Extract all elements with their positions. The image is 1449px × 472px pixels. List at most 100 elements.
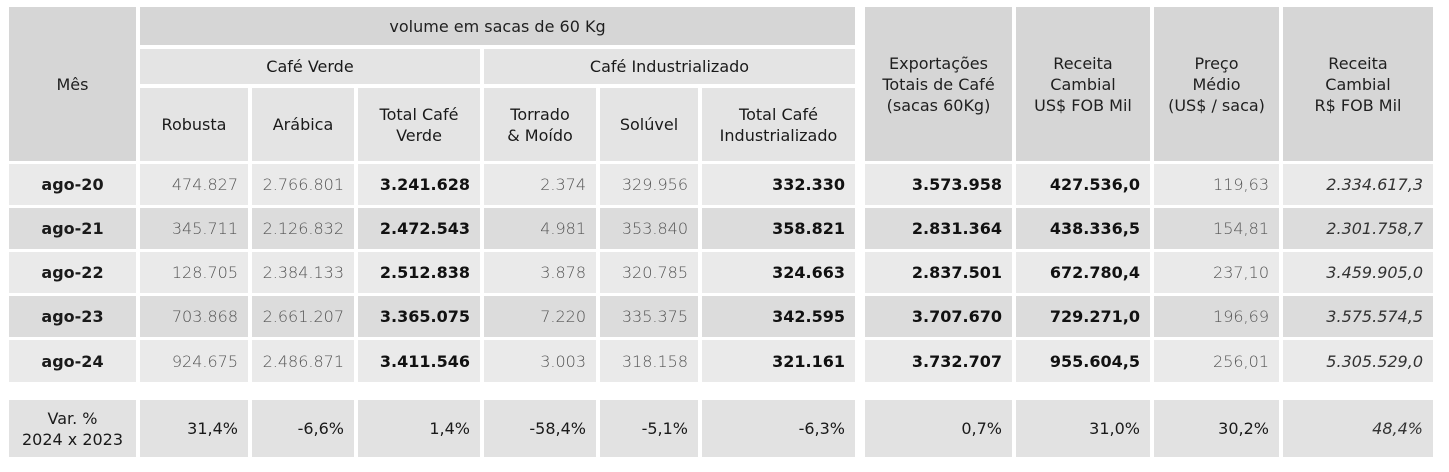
- value-total-ind: 342.595: [772, 307, 845, 326]
- value-receita-usd: 729.271,0: [1049, 307, 1140, 326]
- header-cafe-industrializado-label: Café Industrializado: [589, 57, 750, 76]
- header-cafe-verde: Café Verde: [140, 49, 480, 84]
- header-receita-usd-line3: US$ FOB Mil: [1034, 95, 1132, 115]
- header-receita-brl-line3: R$ FOB Mil: [1314, 95, 1402, 115]
- header-arabica-label: Arábica: [272, 115, 334, 134]
- header-preco-line1: Preço: [1194, 53, 1239, 73]
- value-total-verde: 2.512.838: [379, 263, 470, 282]
- cell-export: 3.573.958: [865, 164, 1012, 205]
- value-robusta: 924.675: [171, 351, 238, 371]
- value-torrado: 3.003: [540, 351, 586, 371]
- header-volume-label: volume em sacas de 60 Kg: [389, 16, 606, 36]
- cell-robusta: 474.827: [140, 164, 248, 205]
- header-volume: volume em sacas de 60 Kg: [140, 7, 855, 45]
- cell-total-verde: 3.365.075: [358, 296, 480, 337]
- header-exportacoes-line1: Exportações: [889, 53, 988, 73]
- cell-soluvel: 353.840: [600, 208, 698, 249]
- header-total-verde: Total Café Verde: [358, 88, 480, 161]
- cell-preco: 196,69: [1154, 296, 1279, 337]
- value-export: 3.732.707: [911, 351, 1002, 371]
- value-receita-usd: 438.336,5: [1049, 219, 1140, 238]
- value-total-ind: 321.161: [772, 351, 845, 371]
- value-preco: 256,01: [1213, 351, 1269, 371]
- cell-total-ind: 321.161: [702, 340, 855, 382]
- row-month-label: ago-22: [41, 263, 104, 282]
- cell-robusta: 703.868: [140, 296, 248, 337]
- value-var-arabica: -6,6%: [297, 419, 344, 438]
- header-receita-usd: Receita Cambial US$ FOB Mil: [1016, 7, 1150, 161]
- cell-total-ind: 324.663: [702, 252, 855, 293]
- value-torrado: 3.878: [540, 263, 586, 282]
- variation-label-line1: Var. %: [47, 408, 98, 428]
- cell-receita-brl: 3.459.905,0: [1283, 252, 1433, 293]
- header-preco: Preço Médio (US$ / saca): [1154, 7, 1279, 161]
- value-var-receita-brl: 48,4%: [1372, 419, 1423, 438]
- value-total-ind: 358.821: [772, 219, 845, 238]
- header-soluvel-label: Solúvel: [619, 115, 679, 134]
- value-var-torrado: -58,4%: [529, 419, 586, 438]
- value-robusta: 128.705: [171, 263, 238, 282]
- value-export: 2.837.501: [911, 263, 1002, 282]
- header-total-verde-line1: Total Café: [379, 104, 459, 124]
- value-var-preco: 30,2%: [1218, 419, 1269, 438]
- variation-label-line2: 2024 x 2023: [21, 429, 124, 449]
- value-receita-usd: 672.780,4: [1049, 263, 1140, 282]
- variation-label: Var. % 2024 x 2023: [9, 400, 136, 457]
- value-torrado: 2.374: [540, 175, 586, 194]
- value-soluvel: 335.375: [621, 307, 688, 326]
- value-export: 2.831.364: [911, 219, 1002, 238]
- cell-receita-brl: 3.575.574,5: [1283, 296, 1433, 337]
- table-row-month: ago-20: [9, 164, 136, 205]
- table-row-month: ago-21: [9, 208, 136, 249]
- row-month-label: ago-23: [41, 307, 104, 326]
- value-arabica: 2.486.871: [262, 351, 344, 371]
- cell-preco: 119,63: [1154, 164, 1279, 205]
- header-total-ind: Total Café Industrializado: [702, 88, 855, 161]
- cell-total-verde: 3.411.546: [358, 340, 480, 382]
- value-var-soluvel: -5,1%: [641, 419, 688, 438]
- value-var-export: 0,7%: [961, 419, 1002, 438]
- cell-receita-usd: 427.536,0: [1016, 164, 1150, 205]
- variation-arabica: -6,6%: [252, 400, 354, 457]
- value-total-ind: 324.663: [772, 263, 845, 282]
- cell-arabica: 2.126.832: [252, 208, 354, 249]
- cell-export: 3.707.670: [865, 296, 1012, 337]
- cell-total-verde: 2.472.543: [358, 208, 480, 249]
- header-torrado: Torrado & Moído: [484, 88, 596, 161]
- table-row-month: ago-23: [9, 296, 136, 337]
- cell-receita-usd: 672.780,4: [1016, 252, 1150, 293]
- cell-robusta: 345.711: [140, 208, 248, 249]
- header-torrado-line2: & Moído: [507, 125, 573, 145]
- value-total-verde: 2.472.543: [379, 219, 470, 238]
- cell-receita-usd: 438.336,5: [1016, 208, 1150, 249]
- cell-receita-brl: 2.301.758,7: [1283, 208, 1433, 249]
- value-preco: 154,81: [1213, 219, 1269, 238]
- cell-soluvel: 318.158: [600, 340, 698, 382]
- cell-arabica: 2.384.133: [252, 252, 354, 293]
- value-arabica: 2.126.832: [262, 219, 344, 238]
- value-soluvel: 318.158: [621, 351, 688, 371]
- value-var-receita-usd: 31,0%: [1089, 419, 1140, 438]
- cell-robusta: 924.675: [140, 340, 248, 382]
- cell-export: 2.837.501: [865, 252, 1012, 293]
- value-soluvel: 353.840: [621, 219, 688, 238]
- value-var-total-ind: -6,3%: [798, 419, 845, 438]
- header-preco-line3: (US$ / saca): [1168, 95, 1265, 115]
- row-month-label: ago-20: [41, 175, 104, 194]
- header-exportacoes-line3: (sacas 60Kg): [886, 95, 991, 115]
- cell-total-ind: 358.821: [702, 208, 855, 249]
- header-cafe-industrializado: Café Industrializado: [484, 49, 855, 84]
- cell-arabica: 2.661.207: [252, 296, 354, 337]
- cell-soluvel: 320.785: [600, 252, 698, 293]
- cell-receita-usd: 729.271,0: [1016, 296, 1150, 337]
- table-row-month: ago-22: [9, 252, 136, 293]
- cell-receita-brl: 2.334.617,3: [1283, 164, 1433, 205]
- header-arabica: Arábica: [252, 88, 354, 161]
- value-soluvel: 329.956: [621, 175, 688, 194]
- variation-total-ind: -6,3%: [702, 400, 855, 457]
- cell-torrado: 3.878: [484, 252, 596, 293]
- value-arabica: 2.661.207: [262, 307, 344, 326]
- value-var-robusta: 31,4%: [187, 419, 238, 438]
- variation-export: 0,7%: [865, 400, 1012, 457]
- cell-total-ind: 342.595: [702, 296, 855, 337]
